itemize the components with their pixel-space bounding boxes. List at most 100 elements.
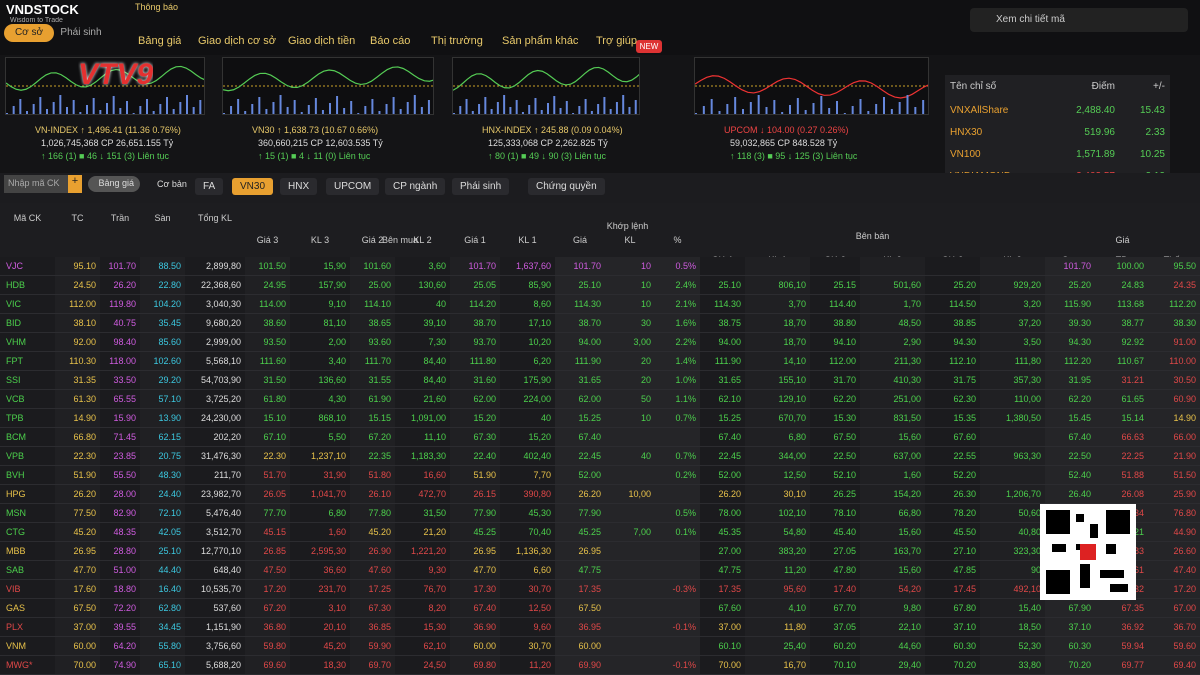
- cell: 52,30: [980, 637, 1045, 656]
- cell: 38.65: [350, 314, 395, 333]
- cell: 52.00: [700, 466, 745, 485]
- search-box[interactable]: Xem chi tiết mã: [970, 8, 1188, 32]
- cell: 62.10: [700, 390, 745, 409]
- ticker: MBB: [0, 542, 55, 561]
- cell: 3,70: [745, 295, 810, 314]
- cell: 2,00: [290, 333, 350, 352]
- cell: 2,595,30: [290, 542, 350, 561]
- index-volume: 360,660,215 CP 12,603.535 Tỷ: [258, 138, 383, 148]
- cell: [605, 561, 655, 580]
- cell: 95.10: [55, 257, 100, 276]
- cell: 7,00: [605, 523, 655, 542]
- cell: 45.50: [925, 523, 980, 542]
- cell: 74.90: [100, 656, 140, 675]
- cell: 55.50: [100, 466, 140, 485]
- nav-item[interactable]: Thị trường: [431, 35, 483, 47]
- cell: [925, 257, 980, 276]
- cell: 52.20: [925, 466, 980, 485]
- cell: 26.20: [55, 485, 100, 504]
- cell: 26.30: [925, 485, 980, 504]
- tab-base[interactable]: Cơ sở: [4, 24, 54, 42]
- cell: 38.10: [55, 314, 100, 333]
- cell: 1,60: [290, 523, 350, 542]
- cell: 102.60: [140, 352, 185, 371]
- cell: 492,10: [980, 580, 1045, 599]
- cell: 1,136,30: [500, 542, 555, 561]
- cell: 47.85: [925, 561, 980, 580]
- cell: 54,703,90: [185, 371, 245, 390]
- cell: 66.63: [1095, 428, 1148, 447]
- cell: 66.00: [1148, 428, 1200, 447]
- ticker: FPT: [0, 352, 55, 371]
- nav-item[interactable]: Giao dịch tiền: [288, 35, 356, 47]
- cell: 110,00: [980, 390, 1045, 409]
- cell: 157,90: [290, 276, 350, 295]
- ticker: CTG: [0, 523, 55, 542]
- cell: 6,80: [290, 504, 350, 523]
- cell: 18,50: [980, 618, 1045, 637]
- cell: 54,20: [860, 580, 925, 599]
- cell: 15.90: [100, 409, 140, 428]
- cell: 16.40: [140, 580, 185, 599]
- cell: 44.40: [140, 561, 185, 580]
- cell: 4,30: [290, 390, 350, 409]
- cell: 23,982,70: [185, 485, 245, 504]
- cell: 45.35: [700, 523, 745, 542]
- board-tab[interactable]: Chứng quyền: [528, 178, 605, 195]
- board-tab[interactable]: HNX: [280, 178, 318, 195]
- cell: 154,20: [860, 485, 925, 504]
- tab-derivative[interactable]: Phái sinh: [60, 27, 102, 38]
- cell: 6,60: [500, 561, 555, 580]
- cell: 11,10: [395, 428, 450, 447]
- cell: 868,10: [290, 409, 350, 428]
- nav-item[interactable]: Bảng giá: [138, 35, 182, 47]
- cell: 10: [605, 276, 655, 295]
- index-table-cell: 1,571.89: [1076, 149, 1115, 160]
- cell: 1.1%: [655, 390, 700, 409]
- nav-item[interactable]: Giao dịch cơ sở: [198, 35, 277, 47]
- notice[interactable]: Thông báo: [135, 2, 179, 12]
- cell: 51.00: [100, 561, 140, 580]
- cell: 38.77: [1095, 314, 1148, 333]
- badge: NEW: [636, 40, 662, 53]
- basic-view[interactable]: Cơ bản: [157, 179, 187, 189]
- cell: 47.80: [810, 561, 860, 580]
- nav-item[interactable]: Sản phẩm khác: [502, 35, 579, 47]
- board-tab[interactable]: VN30: [232, 178, 274, 195]
- cell: 15,60: [860, 523, 925, 542]
- cell: 22.30: [245, 447, 290, 466]
- index-chart: [222, 57, 434, 115]
- cell: 36.80: [245, 618, 290, 637]
- cell: 45.25: [555, 523, 605, 542]
- ticker: MSN: [0, 504, 55, 523]
- cell: 8,20: [395, 599, 450, 618]
- cell: 77.90: [450, 504, 500, 523]
- cell: 52.40: [1045, 466, 1095, 485]
- cell: 57.10: [140, 390, 185, 409]
- cell: 31.35: [55, 371, 100, 390]
- nav-item[interactable]: Báo cáo: [370, 35, 411, 47]
- cell: 22.45: [555, 447, 605, 466]
- cell: 47.40: [1148, 561, 1200, 580]
- cell: 111.90: [700, 352, 745, 371]
- cell: 1,151,90: [185, 618, 245, 637]
- cell: [655, 561, 700, 580]
- cell: 10: [605, 257, 655, 276]
- board-tab[interactable]: Phái sinh: [452, 178, 510, 195]
- cell: 114.50: [925, 295, 980, 314]
- add-button[interactable]: +: [68, 175, 82, 193]
- board-tab[interactable]: CP ngành: [385, 178, 446, 195]
- cell: 67.40: [450, 599, 500, 618]
- code-input[interactable]: Nhập mã CK: [4, 175, 82, 193]
- board-toggle[interactable]: Bảng giá: [88, 176, 140, 192]
- index-table-cell: VNXAllShare: [950, 105, 1009, 116]
- nav-item[interactable]: Trợ giúp: [596, 35, 638, 47]
- cell: 30,70: [500, 637, 555, 656]
- cell: 54,80: [745, 523, 810, 542]
- board-tab[interactable]: UPCOM: [326, 178, 380, 195]
- board-tab[interactable]: FA: [195, 178, 224, 195]
- cell: 69.90: [555, 656, 605, 675]
- cell: 501,60: [860, 276, 925, 295]
- cell: 2.1%: [655, 295, 700, 314]
- cell: 0.1%: [655, 523, 700, 542]
